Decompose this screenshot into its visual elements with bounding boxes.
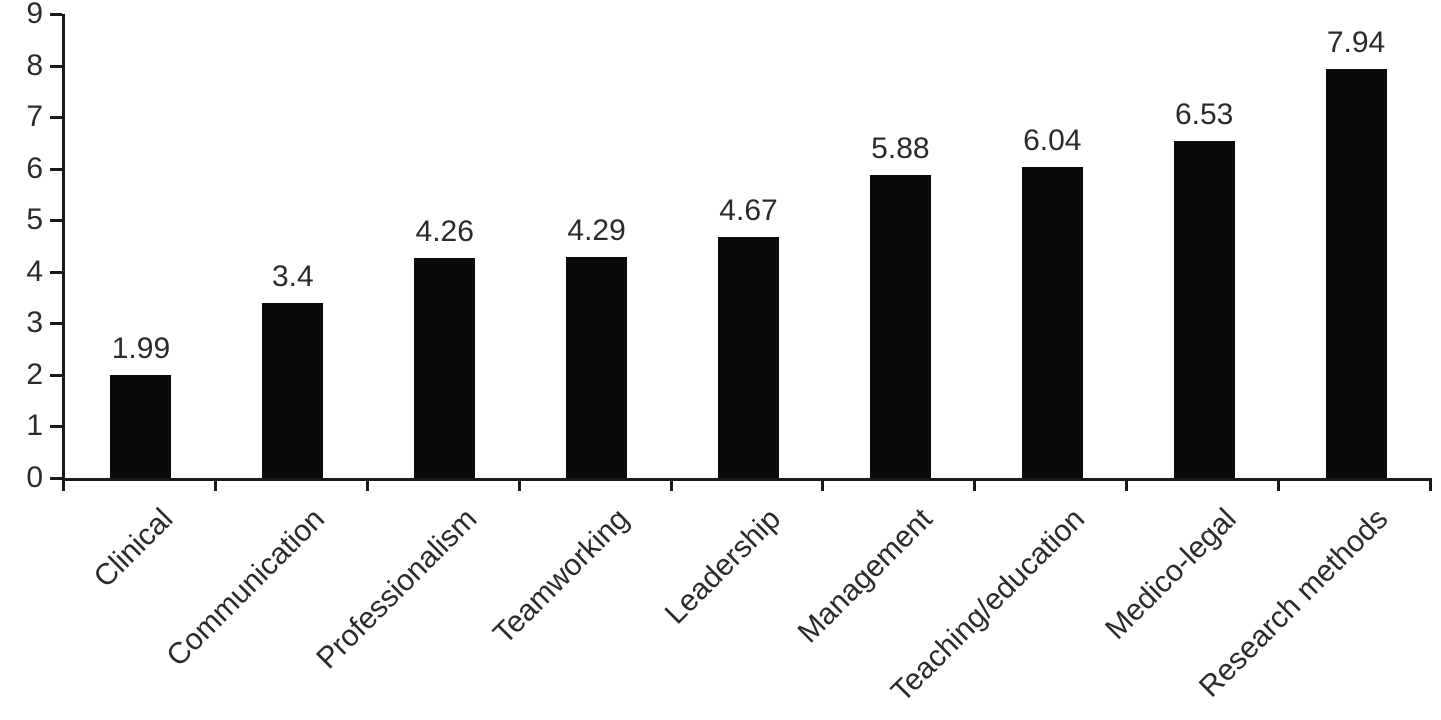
bar-value-label: 5.88	[871, 131, 930, 165]
category-label: Professionalism	[310, 502, 484, 676]
category-label: Clinical	[87, 502, 180, 595]
bar	[1173, 141, 1235, 478]
category-label: Teamworking	[486, 502, 636, 651]
x-tick	[669, 481, 673, 491]
y-axis-line	[62, 14, 65, 481]
category-label: Medico-legal	[1099, 502, 1243, 646]
bar-value-label: 7.94	[1326, 25, 1386, 59]
bar-value-label: 4.26	[415, 215, 474, 249]
bar	[110, 375, 172, 478]
y-tick-label: 9	[26, 0, 43, 30]
y-tick	[50, 270, 62, 274]
x-tick	[213, 481, 217, 491]
bar-value-label: 6.53	[1174, 98, 1234, 132]
bar	[566, 256, 628, 478]
x-tick	[1277, 481, 1281, 491]
category-label: Management	[791, 502, 940, 650]
x-tick	[365, 481, 369, 491]
category-label: Leadership	[658, 502, 788, 631]
x-tick	[62, 481, 65, 491]
y-tick	[50, 373, 62, 377]
x-tick	[1125, 481, 1129, 491]
bar	[869, 174, 931, 478]
bar-value-label: 3.4	[271, 259, 314, 293]
category-label: Communication	[160, 502, 332, 674]
x-tick	[517, 481, 521, 491]
y-tick-label: 4	[26, 254, 43, 288]
y-tick	[50, 116, 62, 120]
bar	[1325, 68, 1387, 478]
y-tick-label: 3	[26, 306, 43, 340]
y-tick-label: 5	[26, 203, 43, 237]
y-tick	[50, 477, 62, 480]
y-tick-label: 8	[26, 48, 43, 82]
y-tick-label: 0	[26, 461, 43, 494]
x-axis-line	[62, 478, 1432, 481]
bar-value-label: 4.67	[719, 194, 778, 228]
bar-value-label: 6.04	[1023, 123, 1082, 157]
x-tick	[1429, 481, 1432, 491]
y-tick	[50, 322, 62, 326]
y-tick	[50, 219, 62, 223]
bar	[1021, 166, 1083, 478]
bar-value-label: 1.99	[111, 332, 171, 366]
y-tick	[50, 425, 62, 429]
y-tick-label: 7	[26, 100, 43, 134]
bar	[718, 237, 779, 478]
y-tick	[50, 167, 62, 171]
y-tick-label: 2	[26, 357, 43, 391]
bar-value-label: 4.29	[567, 213, 626, 247]
bar	[262, 302, 324, 478]
y-tick-label: 6	[26, 151, 43, 185]
y-tick	[50, 13, 62, 16]
bar	[414, 258, 476, 478]
x-tick	[821, 481, 825, 491]
y-tick	[50, 64, 62, 68]
y-tick-label: 1	[26, 409, 43, 443]
x-tick	[973, 481, 977, 491]
